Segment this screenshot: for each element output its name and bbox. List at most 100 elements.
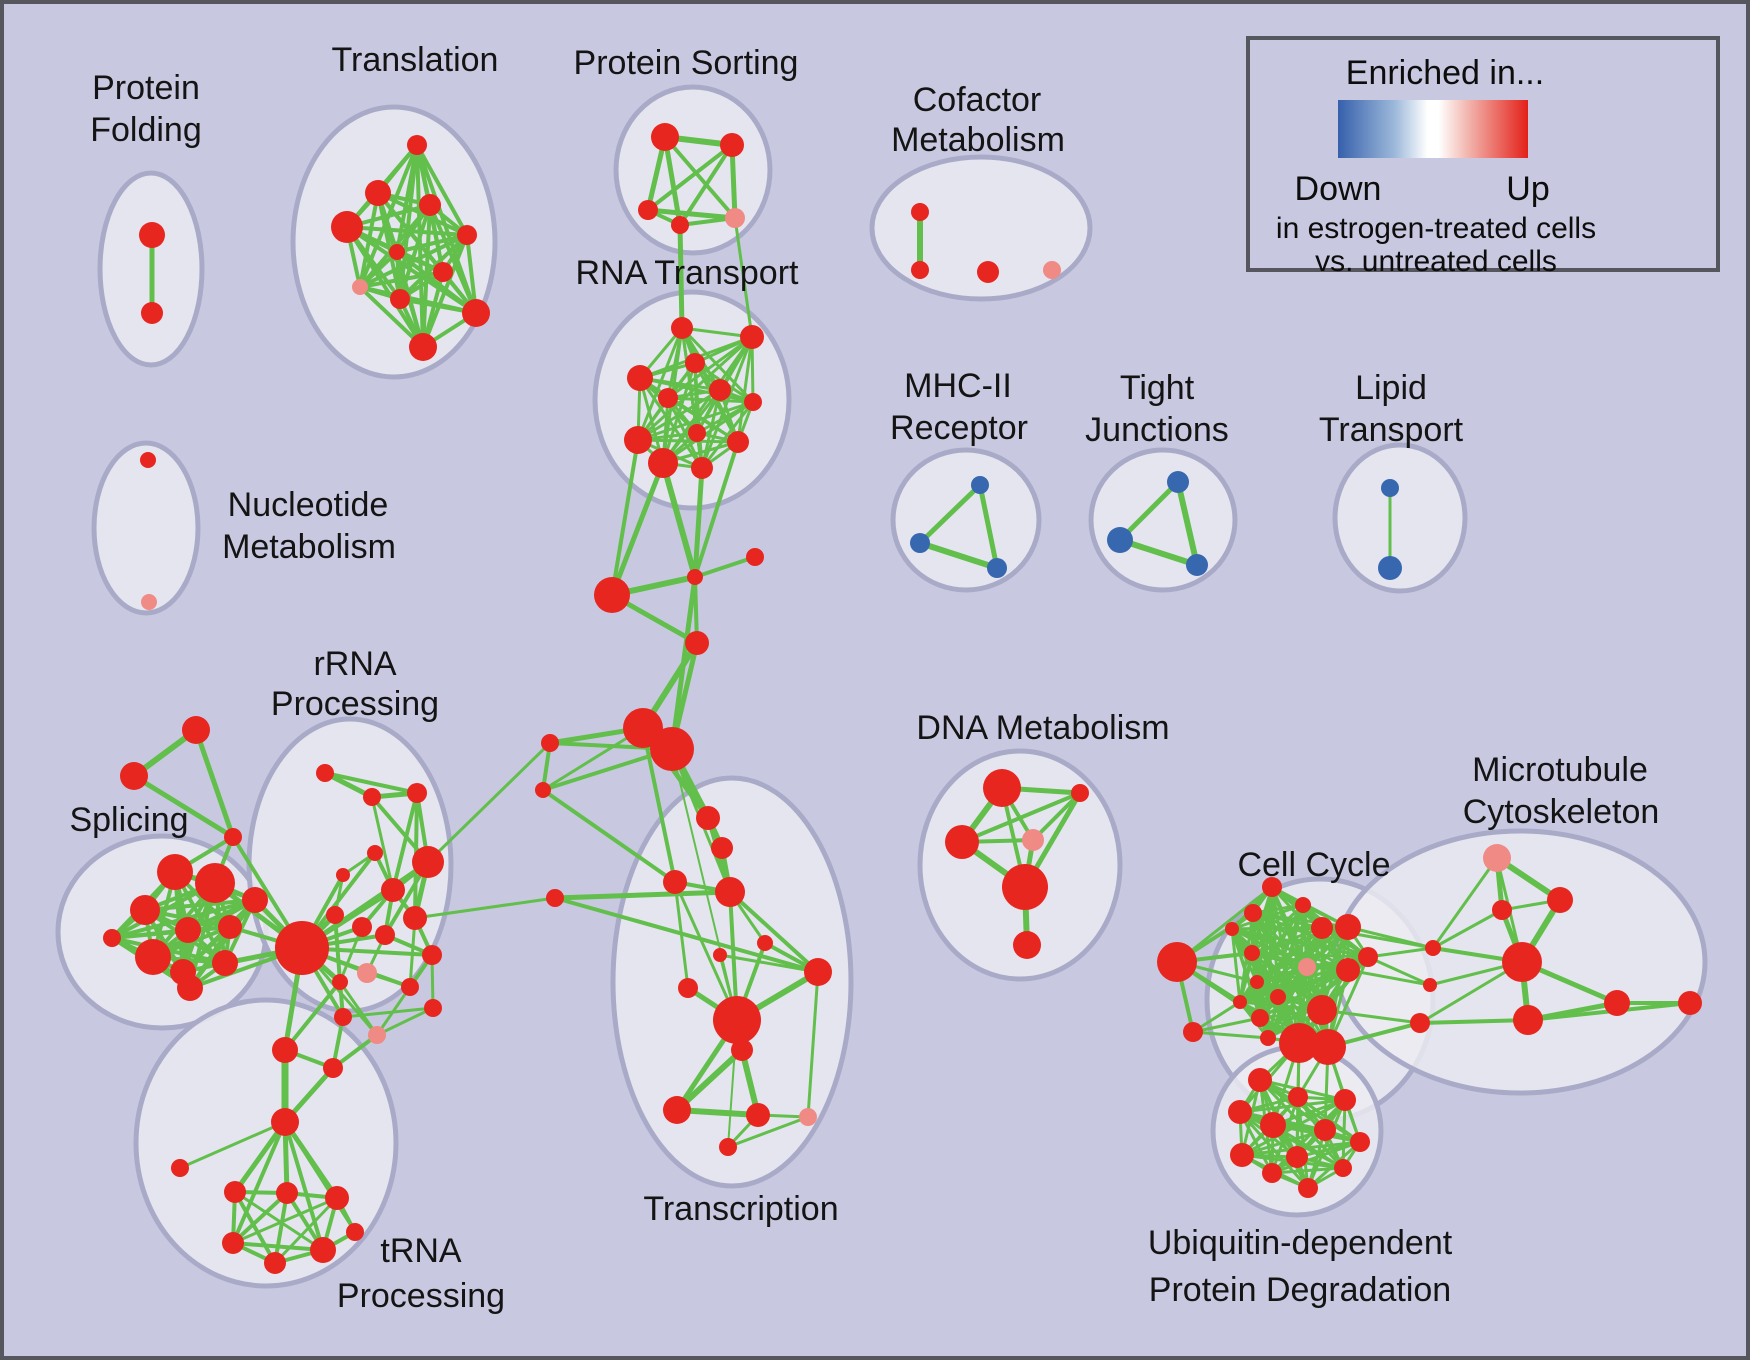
edge-cc xyxy=(1230,927,1350,972)
cluster-label-ps: Protein Sorting xyxy=(574,44,799,82)
edge-link xyxy=(693,555,757,579)
edge-sp xyxy=(188,898,257,990)
edge-rt xyxy=(638,376,704,470)
cluster-label-sp: Splicing xyxy=(69,801,188,839)
node-cf-0 xyxy=(911,203,929,221)
legend-title: Enriched in... xyxy=(1346,54,1544,92)
node-tn-10 xyxy=(346,1223,364,1241)
node-pf-1 xyxy=(141,302,163,324)
node-tl-5 xyxy=(389,244,405,260)
node-ps-0 xyxy=(651,123,679,151)
node-tc-3 xyxy=(715,877,745,907)
node-mx1 xyxy=(1425,940,1441,956)
edge-cc xyxy=(1238,926,1324,1004)
node-rr-7 xyxy=(326,906,344,924)
edge-sp xyxy=(151,898,257,959)
node-tn-6 xyxy=(325,1186,349,1210)
node-mt-6 xyxy=(1678,991,1702,1015)
edge-link xyxy=(1431,856,1499,950)
node-sp-8 xyxy=(177,975,203,1001)
node-cf-3 xyxy=(1043,261,1061,279)
node-c1 xyxy=(687,569,703,585)
node-dm-2 xyxy=(1022,829,1044,851)
edge-rr xyxy=(391,791,419,892)
edge-tj xyxy=(1175,479,1200,568)
node-ub-3 xyxy=(1228,1100,1252,1124)
node-rr-11 xyxy=(403,906,427,930)
node-rr-2 xyxy=(407,783,427,803)
node-ub-1 xyxy=(1288,1087,1308,1107)
node-tc-12 xyxy=(799,1108,817,1126)
edge-tc xyxy=(674,1047,745,1113)
edge-link xyxy=(1366,955,1432,987)
node-nm-0 xyxy=(140,452,156,468)
edge-tn xyxy=(233,1190,325,1252)
node-c9 xyxy=(546,889,564,907)
edge-tl xyxy=(358,270,445,289)
node-ub-10 xyxy=(1334,1159,1352,1177)
node-tc-2 xyxy=(663,870,687,894)
node-c3 xyxy=(594,577,630,613)
cluster-ellipse-nm xyxy=(91,440,201,616)
node-tc-9 xyxy=(731,1039,753,1061)
node-tc-7 xyxy=(678,978,698,998)
cluster-label-cc: Cell Cycle xyxy=(1237,846,1390,884)
cluster-ellipse-lt xyxy=(1332,442,1468,594)
legend-caption-line1: in estrogen-treated cells xyxy=(1276,212,1596,245)
cluster-label-tn-0: tRNA xyxy=(380,1232,462,1270)
node-ub-9 xyxy=(1262,1163,1282,1183)
node-rr-5 xyxy=(336,868,350,882)
edge-ps xyxy=(645,207,738,221)
edge-tl xyxy=(345,225,469,237)
node-rr-15 xyxy=(332,974,348,990)
node-mt-4 xyxy=(1513,1005,1543,1035)
node-mt-1 xyxy=(1547,887,1573,913)
edge-link xyxy=(1366,946,1435,959)
node-cc-14 xyxy=(1279,1023,1319,1063)
edge-link xyxy=(1175,885,1274,964)
node-cc-9 xyxy=(1270,989,1286,1005)
node-lt-1 xyxy=(1378,556,1402,580)
node-cf-2 xyxy=(977,261,999,283)
edge-link xyxy=(413,896,557,920)
edge-link xyxy=(552,889,733,901)
node-cc-7 xyxy=(1250,975,1264,989)
edge-ub xyxy=(1306,1098,1347,1190)
edge-tj xyxy=(1117,479,1181,543)
node-dm-4 xyxy=(1002,864,1048,910)
edge-rt xyxy=(680,326,755,404)
edge-tc xyxy=(728,890,820,974)
edge-mh xyxy=(917,482,983,546)
node-cx2 xyxy=(1183,1022,1203,1042)
cluster-label-nm-1: Metabolism xyxy=(222,528,396,566)
legend-gradient-bar xyxy=(1338,100,1528,158)
edge-tn xyxy=(283,1120,357,1234)
node-rr-14 xyxy=(401,978,419,996)
node-cc-8 xyxy=(1233,995,1247,1009)
node-rt-8 xyxy=(688,424,706,442)
node-tc-6 xyxy=(804,958,832,986)
edge-tn xyxy=(231,1120,287,1245)
node-cx1 xyxy=(1157,942,1197,982)
edge-ps xyxy=(729,142,738,221)
node-cc-1 xyxy=(1262,877,1282,897)
cluster-label-rt: RNA Transport xyxy=(576,254,800,292)
node-ub-8 xyxy=(1286,1146,1308,1168)
node-tc-0 xyxy=(696,806,720,830)
node-ub-2 xyxy=(1334,1089,1356,1111)
node-c2 xyxy=(746,548,764,566)
node-cc-17 xyxy=(1225,922,1239,936)
edge-tc xyxy=(673,880,739,1022)
node-tn-0 xyxy=(272,1037,298,1063)
edge-link xyxy=(1191,1016,1262,1034)
node-tl-9 xyxy=(462,299,490,327)
cluster-label-tl: Translation xyxy=(332,41,499,79)
node-sp-9 xyxy=(103,929,121,947)
node-cc-6 xyxy=(1244,945,1260,961)
node-rt-0 xyxy=(671,317,693,339)
cluster-labels-layer: Protein Folding Translation Protein Sorting… xyxy=(69,41,1659,1315)
cluster-label-tj-0: Tight xyxy=(1120,369,1195,407)
node-ps-3 xyxy=(671,216,689,234)
